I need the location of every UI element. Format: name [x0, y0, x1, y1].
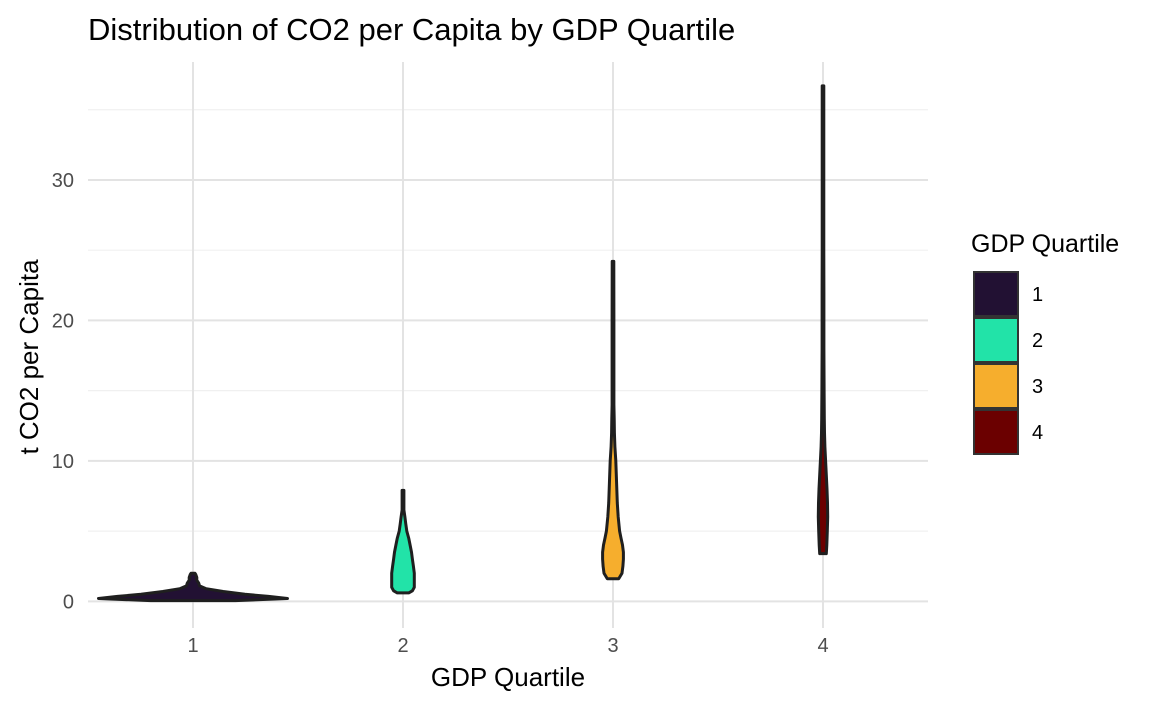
- y-tick-labels: 0 10 20 30: [52, 170, 74, 613]
- x-tick-label: 4: [817, 635, 828, 657]
- grid: [88, 62, 928, 628]
- x-tick-label: 2: [397, 635, 408, 657]
- legend-label-3: 3: [1032, 376, 1043, 398]
- legend: GDP Quartile 1 2 3 4: [971, 230, 1119, 455]
- violins: [97, 84, 830, 603]
- x-tick-label: 1: [187, 635, 198, 657]
- legend-title: GDP Quartile: [971, 230, 1119, 258]
- y-axis-title: t CO2 per Capita: [14, 259, 44, 455]
- y-tick-label: 10: [52, 451, 74, 473]
- violin-quartile-1: [97, 571, 289, 603]
- violin-quartile-4: [816, 84, 830, 556]
- legend-label-4: 4: [1032, 422, 1043, 444]
- legend-label-1: 1: [1032, 284, 1043, 306]
- violin-quartile-2: [390, 488, 416, 595]
- x-tick-labels: 1 2 3 4: [187, 635, 828, 657]
- legend-key-3: [973, 363, 1019, 409]
- legend-label-2: 2: [1032, 330, 1043, 352]
- legend-key-2: [973, 317, 1019, 363]
- legend-key-4: [973, 409, 1019, 455]
- violin-quartile-3: [601, 259, 625, 581]
- legend-items: 1 2 3 4: [973, 271, 1043, 455]
- y-tick-label: 30: [52, 170, 74, 192]
- x-axis-title: GDP Quartile: [431, 662, 585, 692]
- x-tick-label: 3: [607, 635, 618, 657]
- chart-title: Distribution of CO2 per Capita by GDP Qu…: [88, 12, 735, 47]
- legend-key-1: [973, 271, 1019, 317]
- y-tick-label: 0: [63, 591, 74, 613]
- y-tick-label: 20: [52, 310, 74, 332]
